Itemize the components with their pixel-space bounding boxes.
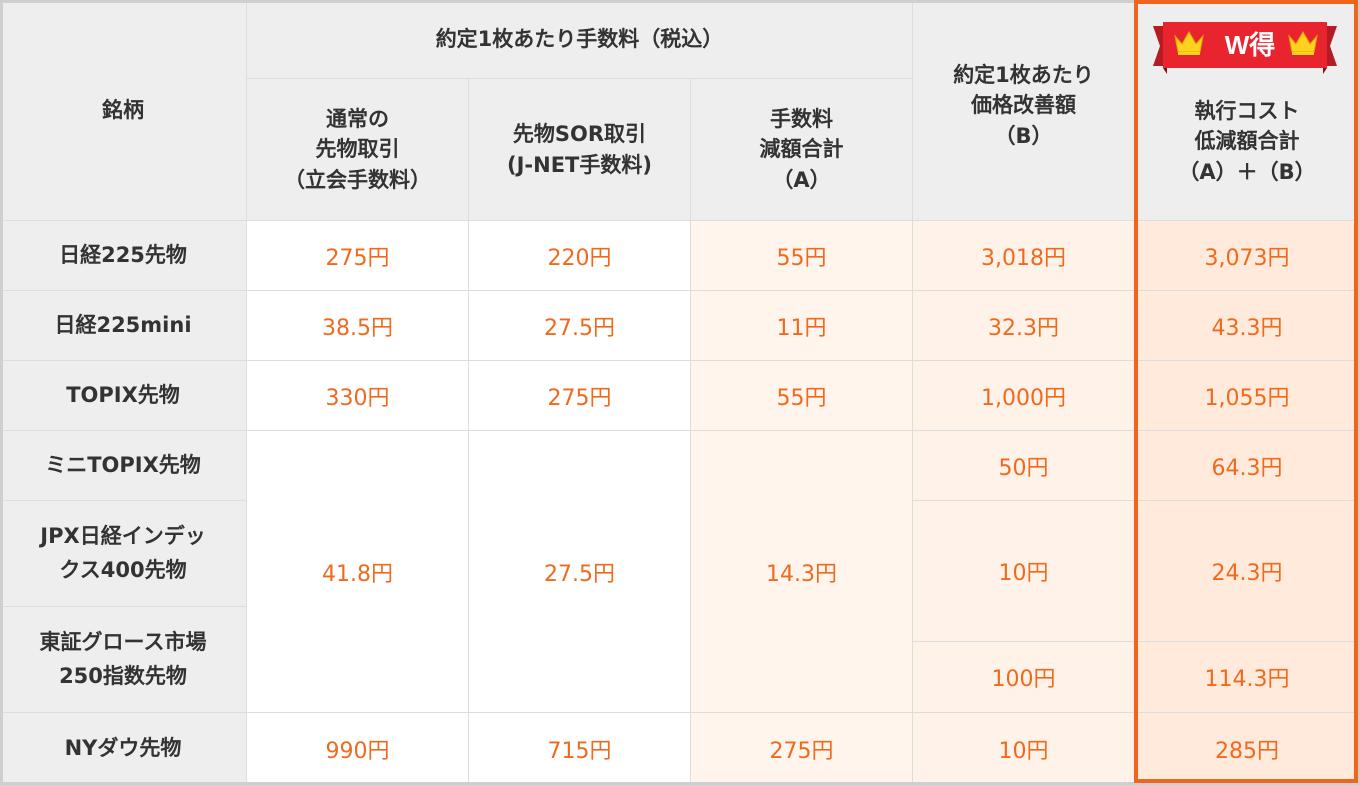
row-name-line: 250指数先物: [59, 663, 187, 688]
header-col-price-improvement: 約定1枚あたり 価格改善額 （B）: [913, 0, 1135, 221]
cell-total-reduction: 43.3円: [1135, 291, 1360, 361]
row-name: JPX日経インデッ クス400先物: [0, 501, 247, 607]
ribbon-badge-label: W得: [1224, 30, 1276, 60]
cell-sor-fee: 715円: [469, 713, 691, 785]
cell-total-reduction: 285円: [1135, 713, 1360, 785]
header-col-normal-line: 通常の: [326, 106, 389, 131]
row-name: ミニTOPIX先物: [0, 431, 247, 501]
cell-normal-fee: 38.5円: [247, 291, 469, 361]
header-brand: 銘柄: [0, 0, 247, 221]
cell-normal-fee: 990円: [247, 713, 469, 785]
cell-total-reduction: 1,055円: [1135, 361, 1360, 431]
row-name: NYダウ先物: [0, 713, 247, 785]
row-name-line: 東証グロース市場: [39, 629, 207, 654]
cell-normal-fee: 275円: [247, 221, 469, 291]
row-name: TOPIX先物: [0, 361, 247, 431]
cell-price-improvement: 100円: [913, 642, 1135, 713]
header-col-fee-reduction-line: 手数料: [770, 106, 833, 131]
cell-sor-fee: 275円: [469, 361, 691, 431]
cell-fee-reduction: 55円: [691, 221, 913, 291]
cell-total-reduction: 3,073円: [1135, 221, 1360, 291]
cell-total-reduction: 114.3円: [1135, 642, 1360, 713]
cell-price-improvement: 32.3円: [913, 291, 1135, 361]
row-name-line: クス400先物: [59, 557, 187, 582]
header-col-sor: 先物SOR取引 (J-NET手数料): [469, 79, 691, 221]
header-col-price-improvement-line: （B）: [994, 123, 1053, 148]
crown-icon: [1288, 31, 1318, 55]
header-col-normal-line: （立会手数料）: [284, 167, 431, 192]
cell-fee-reduction: 55円: [691, 361, 913, 431]
cell-sor-fee: 27.5円: [469, 291, 691, 361]
header-col-total-line: 低減額合計: [1194, 129, 1300, 154]
cell-total-reduction: 24.3円: [1135, 501, 1360, 642]
header-fee-group: 約定1枚あたり手数料（税込）: [247, 0, 913, 79]
cell-normal-fee: 330円: [247, 361, 469, 431]
ribbon-badge: [1153, 22, 1337, 74]
cell-sor-fee-merged: 27.5円: [469, 431, 691, 713]
row-name: 日経225先物: [0, 221, 247, 291]
header-col-fee-reduction: 手数料 減額合計 （A）: [691, 79, 913, 221]
cell-normal-fee-merged: 41.8円: [247, 431, 469, 713]
header-col-normal: 通常の 先物取引 （立会手数料）: [247, 79, 469, 221]
cell-price-improvement: 3,018円: [913, 221, 1135, 291]
row-name-line: JPX日経インデッ: [40, 523, 206, 548]
header-col-price-improvement-line: 価格改善額: [971, 93, 1076, 118]
cell-fee-reduction: 275円: [691, 713, 913, 785]
cell-total-reduction: 64.3円: [1135, 431, 1360, 501]
header-col-sor-line: (J-NET手数料): [507, 152, 652, 177]
header-col-total-line: 執行コスト: [1194, 99, 1300, 123]
cell-fee-reduction-merged: 14.3円: [691, 431, 913, 713]
cell-price-improvement: 50円: [913, 431, 1135, 501]
cell-sor-fee: 220円: [469, 221, 691, 291]
crown-icon: [1174, 31, 1204, 55]
row-name: 日経225mini: [0, 291, 247, 361]
header-col-sor-line: 先物SOR取引: [512, 122, 647, 147]
row-name: 東証グロース市場 250指数先物: [0, 607, 247, 713]
header-col-normal-line: 先物取引: [315, 137, 400, 162]
cell-fee-reduction: 11円: [691, 291, 913, 361]
cell-price-improvement: 10円: [913, 501, 1135, 642]
header-col-fee-reduction-line: （A）: [772, 167, 831, 192]
header-col-price-improvement-line: 約定1枚あたり: [953, 63, 1094, 87]
header-col-total-line: （A）＋（B）: [1178, 159, 1316, 184]
cell-price-improvement: 1,000円: [913, 361, 1135, 431]
cell-price-improvement: 10円: [913, 713, 1135, 785]
header-col-fee-reduction-line: 減額合計: [759, 137, 844, 162]
